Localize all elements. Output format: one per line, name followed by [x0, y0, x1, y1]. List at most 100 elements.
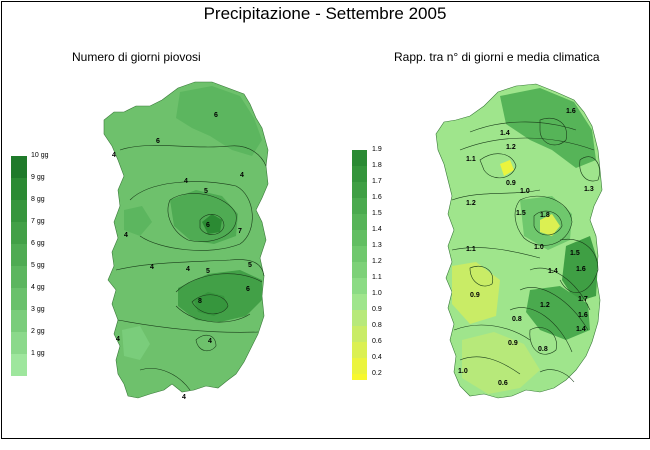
contour-label: 6 — [214, 112, 218, 119]
left-legend: 10 gg 9 gg 8 gg 7 gg 6 gg 5 gg 4 gg 3 gg… — [11, 152, 91, 378]
contour-label: 1.5 — [570, 250, 580, 257]
legend-label: 1.3 — [372, 242, 382, 249]
contour-label: 6 — [156, 138, 160, 145]
legend-swatch — [11, 310, 27, 332]
contour-label: 1.3 — [584, 186, 594, 193]
left-map-island — [103, 81, 269, 399]
contour-label: 1.0 — [534, 244, 544, 251]
contour-label: 4 — [150, 264, 154, 271]
contour-label: 5 — [204, 188, 208, 195]
right-zone-west — [452, 262, 500, 324]
legend-label: 0.6 — [372, 338, 382, 345]
right-map-subtitle: Rapp. tra n° di giorni e media climatica — [394, 50, 600, 64]
legend-label: 8 gg — [31, 196, 45, 203]
contour-label: 4 — [182, 394, 186, 401]
legend-label: 1.2 — [372, 258, 382, 265]
contour-label: 1.0 — [458, 368, 468, 375]
contour-label: 5 — [206, 268, 210, 275]
left-zone-core — [194, 292, 228, 316]
legend-label: 9 gg — [31, 174, 45, 181]
legend-swatch — [352, 246, 367, 265]
contour-label: 1.2 — [466, 200, 476, 207]
legend-label: 1.5 — [372, 210, 382, 217]
legend-swatch — [352, 214, 367, 233]
right-zone-southeast — [526, 286, 590, 340]
left-zone-west — [124, 206, 152, 236]
legend-label: 7 gg — [31, 218, 45, 225]
legend-swatch — [352, 230, 367, 249]
legend-swatch — [352, 310, 367, 329]
legend-swatch — [352, 326, 367, 345]
legend-swatch — [11, 288, 27, 310]
legend-swatch — [352, 294, 367, 313]
legend-swatch — [11, 354, 27, 376]
contour-label: 1.1 — [466, 156, 476, 163]
legend-swatch — [352, 166, 367, 185]
contour-label: 0.8 — [512, 316, 522, 323]
legend-swatch — [352, 262, 367, 281]
legend-swatch — [352, 278, 367, 297]
legend-label: 1.7 — [372, 178, 382, 185]
legend-label: 0.2 — [372, 370, 382, 377]
legend-label: 0.8 — [372, 322, 382, 329]
contour-label: 1.7 — [578, 296, 588, 303]
legend-label: 1.6 — [372, 194, 382, 201]
contour-label: 0.6 — [498, 380, 508, 387]
left-zone-north — [176, 86, 262, 156]
contour-label: 1.2 — [506, 144, 516, 151]
left-zone-hotspot — [202, 214, 222, 234]
contour-label: 1.8 — [540, 212, 550, 219]
legend-label: 5 gg — [31, 262, 45, 269]
legend-swatch — [352, 358, 367, 377]
contour-label: 4 — [116, 336, 120, 343]
contour-label: 7 — [238, 228, 242, 235]
legend-label: 1 gg — [31, 350, 45, 357]
legend-swatch — [352, 342, 367, 361]
legend-swatch — [352, 198, 367, 217]
contour-label: 0.9 — [508, 340, 518, 347]
legend-swatch — [352, 182, 367, 201]
legend-swatch — [11, 178, 27, 200]
contour-label: 1.4 — [500, 130, 510, 137]
left-map-subtitle: Numero di giorni piovosi — [72, 50, 201, 64]
right-map-island — [435, 83, 603, 399]
legend-label: 0.9 — [372, 306, 382, 313]
legend-swatch — [11, 332, 27, 354]
legend-label: 1.8 — [372, 162, 382, 169]
legend-label: 6 gg — [31, 240, 45, 247]
legend-swatch — [11, 200, 27, 222]
left-zone-center — [170, 190, 238, 244]
contour-label: 1.6 — [578, 312, 588, 319]
legend-label: 10 gg — [31, 152, 49, 159]
right-zone-east — [562, 236, 598, 302]
contour-label: 1.0 — [520, 188, 530, 195]
contour-label: 4 — [240, 172, 244, 179]
contour-label: 6 — [246, 286, 250, 293]
legend-swatch — [11, 244, 27, 266]
contour-label: 1.4 — [548, 268, 558, 275]
contour-label: 0.8 — [538, 346, 548, 353]
legend-swatch — [11, 156, 27, 178]
right-legend: 1.9 1.8 1.7 1.6 1.5 1.4 1.3 1.2 1.1 1.0 … — [352, 146, 432, 380]
contour-label: 1.2 — [540, 302, 550, 309]
contour-label: 0.9 — [506, 180, 516, 187]
legend-label: 4 gg — [31, 284, 45, 291]
right-zone-hotspot — [540, 214, 560, 236]
legend-label: 2 gg — [31, 328, 45, 335]
left-zone-southwest — [122, 326, 150, 360]
contour-label: 4 — [184, 178, 188, 185]
contour-label: 8 — [198, 298, 202, 305]
legend-label: 0.4 — [372, 354, 382, 361]
legend-label: 1.1 — [372, 274, 382, 281]
contour-label: 1.1 — [466, 246, 476, 253]
legend-label: 1.9 — [372, 146, 382, 153]
figure-title: Precipitazione - Settembre 2005 — [203, 4, 447, 23]
legend-swatch — [352, 374, 367, 380]
contour-label: 4 — [112, 152, 116, 159]
legend-label: 1.4 — [372, 226, 382, 233]
contour-label: 4 — [208, 338, 212, 345]
contour-label: 5 — [248, 262, 252, 269]
contour-label: 1.6 — [566, 108, 576, 115]
right-zone-north — [500, 88, 596, 168]
contour-label: 1.4 — [576, 326, 586, 333]
